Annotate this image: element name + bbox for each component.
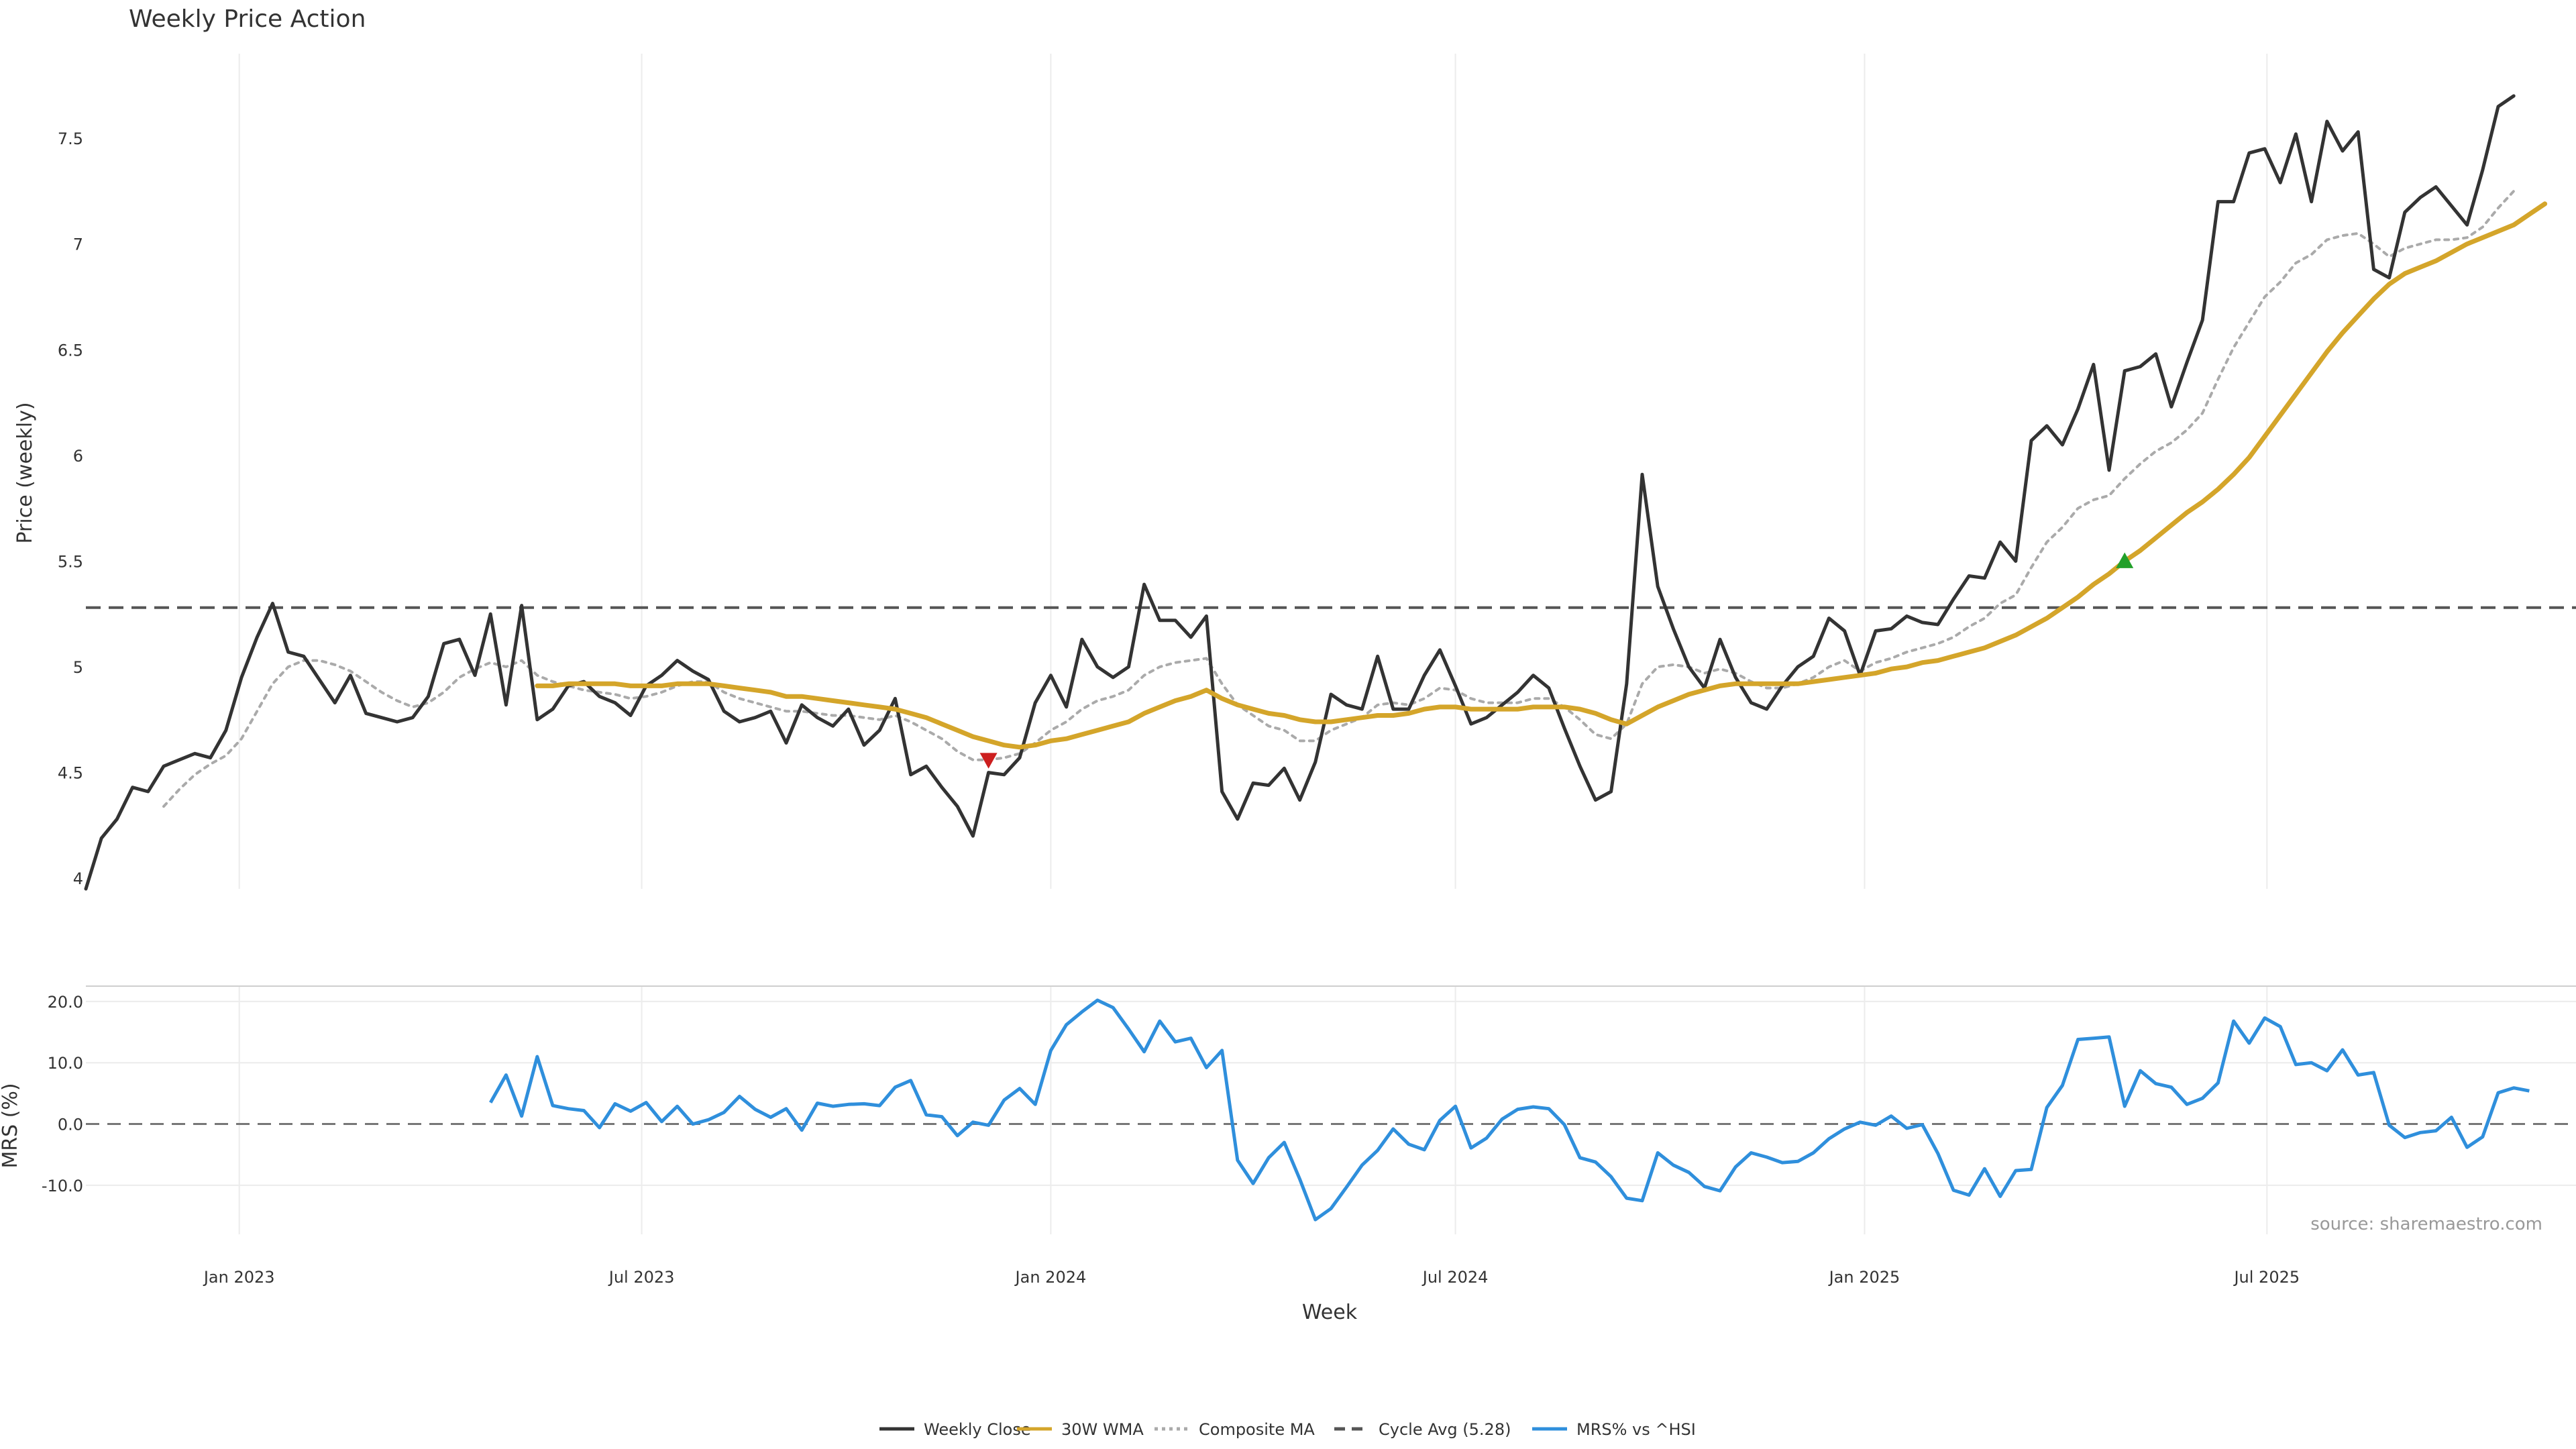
price-series [84, 94, 2548, 891]
legend-label: Cycle Avg (5.28) [1379, 1420, 1511, 1439]
source-label: source: sharemaestro.com [2310, 1214, 2542, 1234]
weekly-close-line [84, 94, 2516, 891]
x-tick-label: Jul 2024 [1421, 1268, 1489, 1287]
mrs-y-tick-label: -10.0 [42, 1177, 83, 1195]
sell-signal-marker [979, 753, 998, 769]
price-y-tick-label: 7 [73, 235, 83, 254]
price-y-tick-label: 7.5 [58, 129, 83, 148]
x-tick-label: Jul 2025 [2233, 1268, 2300, 1287]
signal-markers [979, 552, 2134, 769]
legend-label: 30W WMA [1061, 1420, 1144, 1439]
mrs-y-tick-label: 20.0 [48, 993, 83, 1012]
legend-label: MRS% vs ^HSI [1576, 1420, 1696, 1439]
price-y-tick-label: 5 [73, 658, 83, 677]
x-tick-label: Jan 2023 [203, 1268, 275, 1287]
mrs-axis-title: MRS (%) [0, 1083, 22, 1168]
legend-label: Composite MA [1199, 1420, 1315, 1439]
price-y-tick-label: 4.5 [58, 764, 83, 783]
x-tick-label: Jan 2025 [1828, 1268, 1900, 1287]
chart-title: Weekly Price Action [129, 5, 366, 33]
price-axis-title: Price (weekly) [13, 402, 37, 543]
buy-signal-marker [2116, 552, 2134, 568]
mrs-y-tick-label: 10.0 [48, 1054, 83, 1073]
wma-30w-line [535, 201, 2548, 750]
mrs-grid [86, 985, 2576, 1234]
price-y-tick-label: 5.5 [58, 552, 83, 571]
legend: Weekly Close 30W WMA Composite MA Cycle Avg… [879, 1420, 1696, 1439]
mrs-series [489, 998, 2530, 1222]
x-tick-label: Jul 2023 [608, 1268, 675, 1287]
price-y-ticks: 4 4.5 5 5.5 6 6.5 7 7.5 [58, 129, 83, 888]
x-tick-label: Jan 2024 [1014, 1268, 1087, 1287]
x-ticks: Jan 2023 Jul 2023 Jan 2024 Jul 2024 Jan 2025… [203, 1268, 2300, 1287]
price-y-tick-label: 6.5 [58, 341, 83, 360]
legend-label: Weekly Close [924, 1420, 1031, 1439]
mrs-y-ticks: -10.0 0.0 10.0 20.0 [42, 993, 83, 1195]
price-grid [238, 54, 2268, 889]
x-axis-title: Week [1302, 1301, 1358, 1324]
mrs-y-tick-label: 0.0 [58, 1116, 83, 1134]
price-y-tick-label: 6 [73, 447, 83, 466]
composite-ma-line [162, 189, 2516, 808]
mrs-line [489, 998, 2530, 1222]
price-y-tick-label: 4 [73, 869, 83, 888]
